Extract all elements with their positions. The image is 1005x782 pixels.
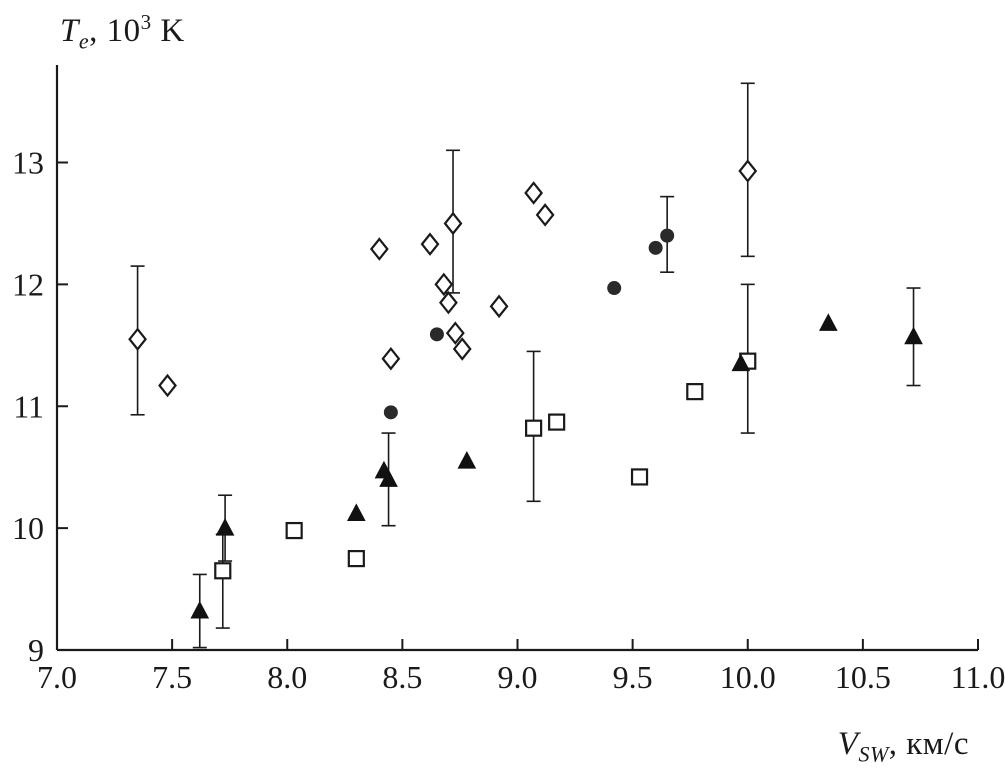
data-point-filled-triangle: [731, 353, 751, 372]
data-point-filled-triangle: [190, 600, 210, 619]
data-point-open-diamond: [420, 232, 440, 256]
y-tick-label: 10: [12, 510, 44, 546]
data-point-filled-triangle: [819, 313, 838, 331]
x-tick-label: 9.0: [498, 659, 538, 695]
data-point-open-diamond: [128, 327, 147, 351]
y-axis-subscript: e: [78, 28, 90, 54]
y-axis-exponent: 3: [140, 10, 152, 34]
y-tick-label: 13: [12, 145, 44, 181]
data-point-filled-circle: [607, 281, 622, 296]
data-point-open-diamond: [535, 203, 555, 227]
data-point-filled-triangle: [904, 326, 923, 345]
x-tick-label: 7.5: [152, 659, 192, 695]
y-tick-label: 9: [28, 632, 44, 668]
data-point-open-diamond: [489, 294, 509, 319]
data-point-filled-circle: [648, 240, 663, 255]
x-axis-unit: , км/с: [888, 726, 969, 762]
data-point-filled-triangle: [215, 518, 235, 536]
x-axis-label: VSW, км/с: [838, 726, 969, 768]
error-bar: [215, 533, 230, 629]
y-axis-label: Te, 103 K: [60, 10, 185, 55]
data-point-open-square: [686, 383, 704, 401]
y-axis-unit: K: [151, 13, 185, 49]
y-tick-label: 11: [13, 388, 44, 424]
data-point-filled-circle: [660, 228, 675, 243]
x-tick-label: 10.5: [835, 659, 891, 695]
data-point-open-square: [630, 468, 649, 486]
data-point-open-diamond: [524, 181, 544, 205]
data-point-open-diamond: [443, 211, 463, 236]
data-point-open-square: [525, 419, 543, 437]
x-tick-label: 8.5: [382, 659, 422, 695]
x-tick-label: 11.0: [951, 659, 1005, 695]
x-tick-label: 9.5: [613, 659, 653, 695]
x-tick-label: 8.0: [267, 659, 307, 695]
data-point-open-diamond: [434, 272, 454, 297]
data-point-filled-circle: [383, 405, 398, 420]
y-axis-variable: T: [60, 13, 79, 49]
data-point-open-square: [214, 562, 232, 580]
data-point-open-diamond: [369, 237, 389, 261]
data-point-open-diamond: [439, 290, 458, 315]
data-point-filled-triangle: [457, 451, 477, 469]
data-point-open-diamond: [452, 337, 472, 361]
data-point-filled-triangle: [346, 503, 366, 521]
x-tick-label: 10.0: [720, 659, 776, 695]
data-point-open-diamond: [158, 373, 177, 398]
y-axis-mid: , 10: [89, 13, 141, 49]
data-point-open-square: [347, 549, 365, 568]
data-point-filled-circle: [429, 327, 444, 342]
data-point-filled-triangle: [379, 469, 398, 487]
data-point-open-diamond: [381, 346, 401, 371]
data-point-open-square: [285, 521, 303, 540]
data-point-open-diamond: [738, 159, 758, 183]
x-axis-subscript: SW: [858, 741, 889, 767]
x-axis-variable: V: [837, 726, 859, 762]
data-point-open-diamond: [445, 321, 465, 345]
data-point-open-square: [548, 413, 566, 431]
y-tick-label: 12: [12, 266, 44, 302]
x-tick-label: 7.0: [37, 659, 77, 695]
